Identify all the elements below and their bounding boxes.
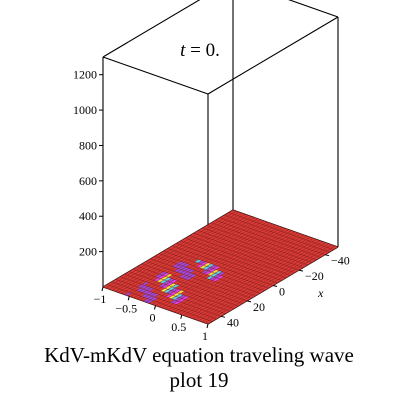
x-tick-label: −40	[331, 254, 350, 268]
box-edge	[288, 0, 339, 18]
y-tick-label: 0.5	[171, 320, 186, 334]
y-tick-label: 1	[202, 329, 208, 343]
z-tick-label: 800	[79, 138, 97, 152]
y-tick-mark	[101, 286, 104, 292]
z-tick-label: 200	[79, 245, 97, 259]
surface-cell	[330, 245, 339, 250]
x-tick-label: −20	[305, 269, 324, 283]
caption-line-1: KdV-mKdV equation traveling wave	[44, 343, 354, 367]
box-edge	[102, 0, 201, 58]
x-axis-label: x	[317, 286, 324, 300]
x-tick-label: 20	[253, 300, 265, 314]
z-tick-label: 600	[79, 174, 97, 188]
x-tick-label: 40	[227, 315, 239, 329]
z-tick-label: 1000	[73, 103, 97, 117]
y-tick-label: −0.5	[115, 301, 137, 315]
x-tick-mark	[272, 285, 278, 287]
box-edge	[102, 56, 209, 95]
x-tick-mark	[246, 300, 252, 303]
z-tick-label: 1200	[73, 68, 97, 82]
title-variable: t	[180, 40, 186, 61]
box-edge	[207, 16, 339, 95]
caption-line-2: plot 19	[170, 368, 229, 392]
y-tick-mark	[127, 296, 130, 301]
y-tick-label: 0	[150, 311, 156, 325]
surface-mesh	[102, 209, 339, 325]
x-tick-mark	[220, 315, 226, 318]
y-tick-label: −1	[94, 292, 107, 306]
z-tick-label: 400	[79, 209, 97, 223]
axes: 20040060080010001200−1−0.500.5140200−20−…	[73, 68, 350, 343]
y-tick-mark	[180, 314, 183, 319]
title-value: = 0.	[185, 40, 219, 61]
x-tick-mark	[324, 254, 330, 257]
plot-title: t = 0.	[180, 40, 220, 61]
x-tick-mark	[298, 269, 304, 272]
x-tick-label: 0	[279, 285, 285, 299]
y-tick-mark	[154, 305, 156, 310]
y-tick-mark	[206, 323, 209, 329]
